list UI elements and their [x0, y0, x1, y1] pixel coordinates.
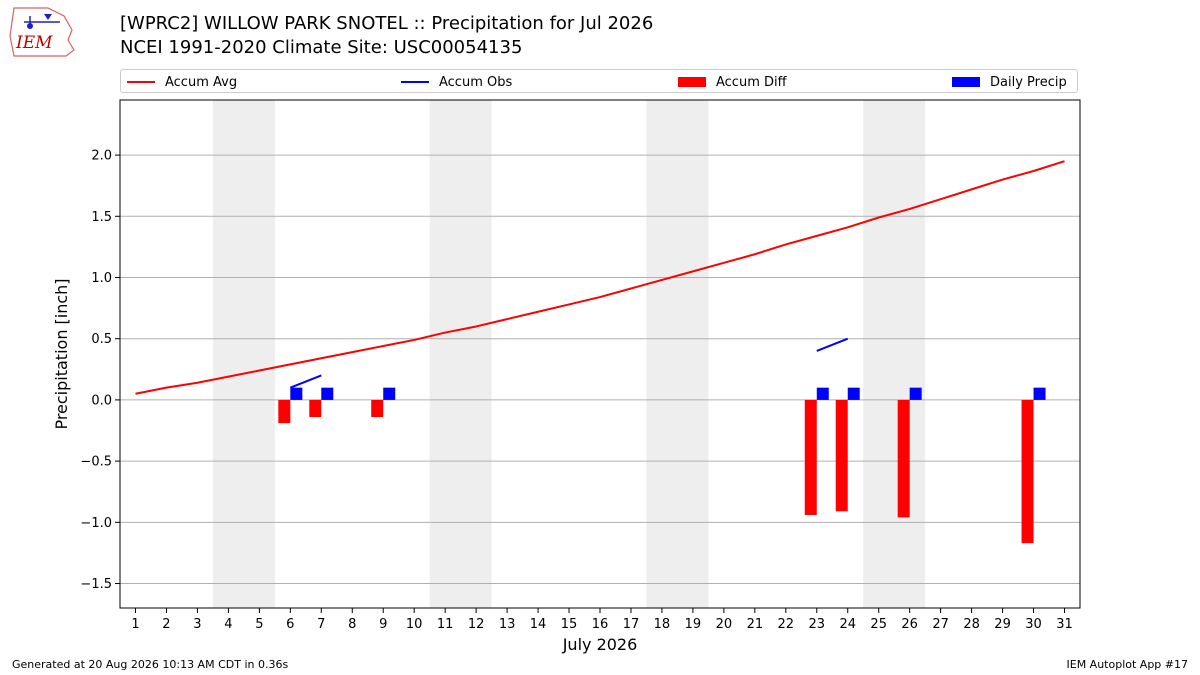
legend-swatch-accum-avg: [127, 81, 155, 83]
autoplot-app-label: IEM Autoplot App #17: [1066, 658, 1189, 671]
y-tick-label: −1.0: [80, 516, 112, 531]
x-tick-label: 29: [994, 617, 1011, 632]
x-tick-label: 30: [1025, 617, 1042, 632]
x-tick-label: 11: [437, 617, 454, 632]
legend-swatch-accum-obs: [401, 81, 429, 83]
x-tick-label: 27: [932, 617, 949, 632]
x-tick-label: 9: [379, 617, 387, 632]
line-accum-obs: [816, 337, 849, 352]
x-tick-label: 17: [623, 617, 640, 632]
x-tick-label: 12: [468, 617, 485, 632]
y-axis-label: Precipitation [inch]: [52, 278, 71, 429]
line-accum-avg: [135, 160, 1065, 395]
x-tick-label: 22: [778, 617, 795, 632]
x-tick-label: 13: [499, 617, 516, 632]
chart-title: [WPRC2] WILLOW PARK SNOTEL :: Precipitat…: [120, 13, 654, 34]
logo-text: IEM: [15, 33, 53, 53]
x-tick-label: 19: [685, 617, 702, 632]
legend-label-accum-avg: Accum Avg: [165, 74, 238, 90]
legend-swatch-daily-precip: [952, 77, 980, 87]
bar-accum-diff: [897, 399, 910, 518]
x-tick-label: 15: [561, 617, 578, 632]
x-tick-label: 21: [747, 617, 764, 632]
y-tick-label: 0.0: [91, 393, 112, 408]
x-tick-label: 20: [716, 617, 733, 632]
x-tick-label: 2: [162, 617, 170, 632]
chart-subtitle: NCEI 1991-2020 Climate Site: USC00054135: [120, 37, 523, 58]
bar-daily-precip: [816, 387, 829, 400]
x-tick-label: 4: [224, 617, 232, 632]
x-tick-label: 24: [839, 617, 856, 632]
bar-accum-diff: [1021, 399, 1034, 544]
iem-logo: IEM: [9, 7, 75, 57]
bar-accum-diff: [835, 399, 848, 512]
x-tick-label: 6: [286, 617, 294, 632]
y-tick-label: −1.5: [80, 577, 112, 592]
bar-daily-precip: [321, 387, 334, 400]
legend-item-accum-obs: Accum Obs: [401, 73, 512, 91]
x-tick-label: 18: [654, 617, 671, 632]
bar-accum-diff: [309, 399, 322, 418]
x-tick-label: 31: [1056, 617, 1073, 632]
x-axis-label: July 2026: [562, 635, 638, 654]
bar-daily-precip: [847, 387, 860, 400]
bar-accum-diff: [278, 399, 291, 424]
x-tick-label: 3: [193, 617, 201, 632]
plot-frame: [119, 99, 1081, 609]
bar-daily-precip: [383, 387, 396, 400]
y-tick-label: −0.5: [80, 455, 112, 470]
x-tick-label: 5: [255, 617, 263, 632]
x-tick-label: 10: [406, 617, 423, 632]
legend-item-daily-precip: Daily Precip: [952, 73, 1067, 91]
x-tick-label: 7: [317, 617, 325, 632]
x-tick-label: 16: [592, 617, 609, 632]
legend-label-accum-obs: Accum Obs: [439, 74, 513, 90]
weekend-band-1: [212, 100, 275, 608]
bar-daily-precip: [1033, 387, 1046, 400]
legend-label-accum-diff: Accum Diff: [716, 74, 787, 90]
y-tick-label: 2.0: [91, 149, 112, 164]
weekend-band-4: [863, 100, 926, 608]
generated-timestamp: Generated at 20 Aug 2026 10:13 AM CDT in…: [12, 658, 289, 671]
weekend-band-2: [429, 100, 492, 608]
line-accum-obs: [289, 374, 322, 389]
weekend-band-3: [646, 100, 709, 608]
bar-daily-precip: [909, 387, 922, 400]
legend-label-daily-precip: Daily Precip: [990, 74, 1067, 90]
x-tick-label: 25: [870, 617, 887, 632]
x-tick-label: 8: [348, 617, 356, 632]
x-tick-label: 28: [963, 617, 980, 632]
bar-daily-precip: [290, 387, 303, 400]
chart-legend: Accum Avg Accum Obs Accum Diff Daily Pre…: [120, 69, 1078, 93]
y-tick-label: 1.5: [91, 210, 112, 225]
x-tick-label: 14: [530, 617, 547, 632]
bar-accum-diff: [804, 399, 817, 515]
x-tick-label: 1: [131, 617, 139, 632]
legend-swatch-accum-diff: [678, 77, 706, 87]
x-tick-label: 23: [809, 617, 826, 632]
y-tick-label: 1.0: [91, 271, 112, 286]
legend-item-accum-avg: Accum Avg: [127, 73, 237, 91]
legend-item-accum-diff: Accum Diff: [678, 73, 787, 91]
x-tick-label: 26: [901, 617, 918, 632]
bar-accum-diff: [371, 399, 384, 418]
y-tick-label: 0.5: [91, 332, 112, 347]
